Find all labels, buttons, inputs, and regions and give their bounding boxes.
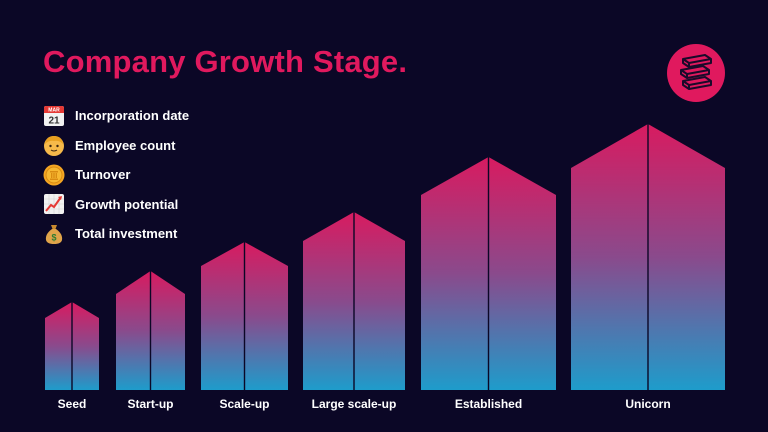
- calendar-month: MAR: [48, 107, 60, 113]
- stage-label-start-up: Start-up: [128, 397, 174, 411]
- legend-label: Employee count: [75, 137, 176, 153]
- person-face-icon: [44, 136, 64, 157]
- legend-label: Growth potential: [75, 196, 179, 212]
- legend-item-turnover: Turnover: [42, 160, 189, 190]
- money-bag-icon: $: [45, 224, 63, 244]
- brand-logo: [667, 44, 725, 102]
- legend-item-employee-count: Employee count: [42, 131, 189, 161]
- legend-label: Total investment: [75, 226, 178, 242]
- stage-label-established: Established: [455, 397, 522, 411]
- calendar-icon: MAR 21: [44, 105, 64, 126]
- legend: MAR 21 Incorporation date Employee count…: [42, 101, 189, 249]
- coin-icon: [43, 164, 65, 186]
- legend-label: Turnover: [75, 167, 131, 183]
- stage-label-scale-up: Scale-up: [219, 397, 269, 411]
- stage-label-large-scale-up: Large scale-up: [312, 397, 397, 411]
- chart-increasing-icon: [44, 194, 64, 215]
- stage-label-seed: Seed: [58, 397, 87, 411]
- legend-item-total-investment: $ Total investment: [42, 219, 189, 249]
- page-title: Company Growth Stage.: [43, 44, 408, 79]
- svg-text:$: $: [51, 232, 56, 242]
- calendar-day: 21: [48, 115, 60, 126]
- legend-item-incorporation-date: MAR 21 Incorporation date: [42, 101, 189, 131]
- legend-label: Incorporation date: [75, 108, 190, 124]
- stacked-layers-icon: [680, 54, 712, 90]
- stage-label-unicorn: Unicorn: [625, 397, 670, 411]
- legend-item-growth-potential: Growth potential: [42, 190, 189, 220]
